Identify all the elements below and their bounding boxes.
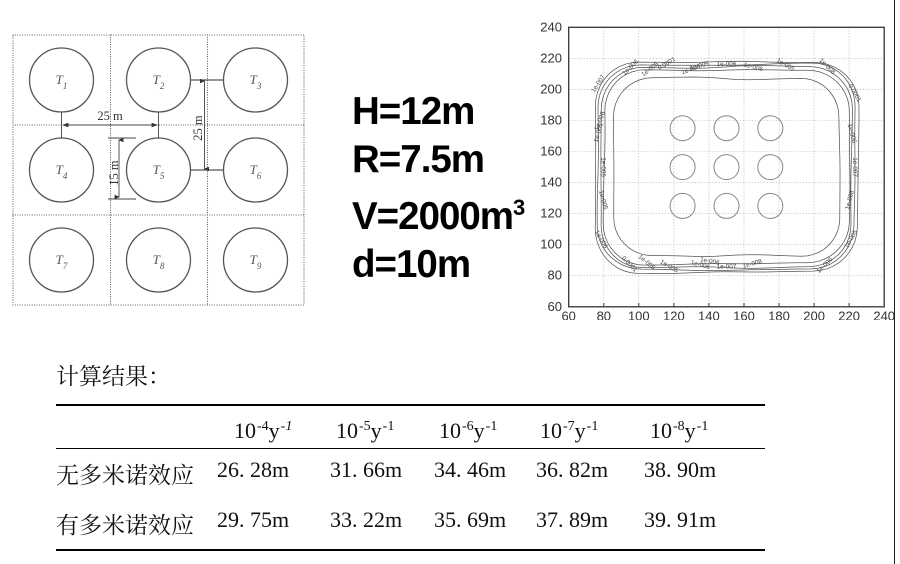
svg-text:1e-006: 1e-006: [743, 61, 764, 73]
svg-text:T4: T4: [56, 162, 68, 181]
svg-text:T2: T2: [153, 72, 165, 91]
svg-text:160: 160: [733, 309, 755, 321]
svg-text:240: 240: [873, 309, 895, 321]
svg-text:T5: T5: [153, 162, 165, 181]
svg-text:1e-007: 1e-007: [717, 263, 737, 270]
svg-text:1e-006: 1e-006: [846, 123, 858, 144]
svg-text:120: 120: [540, 206, 562, 221]
svg-text:200: 200: [803, 309, 825, 321]
svg-text:100: 100: [540, 237, 562, 252]
svg-text:1e-005: 1e-005: [597, 190, 609, 211]
svg-text:240: 240: [540, 20, 562, 34]
svg-text:15 m: 15 m: [107, 160, 121, 186]
svg-text:120: 120: [663, 309, 685, 321]
svg-text:160: 160: [540, 144, 562, 159]
svg-text:25 m: 25 m: [191, 115, 205, 141]
svg-text:1e-005: 1e-005: [659, 259, 680, 275]
svg-text:140: 140: [540, 175, 562, 190]
svg-text:T1: T1: [56, 72, 68, 91]
svg-text:80: 80: [548, 268, 562, 283]
svg-text:T3: T3: [250, 72, 262, 91]
svg-text:180: 180: [768, 309, 790, 321]
svg-text:1e-007: 1e-007: [851, 157, 858, 177]
svg-text:T9: T9: [250, 252, 262, 271]
svg-text:1e-005: 1e-005: [775, 57, 796, 73]
svg-text:T6: T6: [250, 162, 262, 181]
svg-text:1e-005: 1e-005: [843, 228, 859, 249]
svg-text:T7: T7: [56, 252, 68, 271]
svg-text:60: 60: [548, 299, 562, 314]
svg-text:60: 60: [561, 309, 575, 321]
svg-text:25 m: 25 m: [97, 109, 123, 123]
svg-text:1e-005: 1e-005: [640, 60, 660, 78]
svg-text:1e-007: 1e-007: [590, 73, 607, 94]
svg-text:140: 140: [698, 309, 720, 321]
svg-text:220: 220: [838, 309, 860, 321]
svg-text:T8: T8: [153, 252, 165, 271]
svg-text:1e-006: 1e-006: [717, 61, 737, 68]
svg-text:1e-006: 1e-006: [599, 157, 606, 177]
svg-text:80: 80: [597, 309, 611, 321]
svg-text:100: 100: [628, 309, 650, 321]
svg-text:180: 180: [540, 113, 562, 128]
svg-text:200: 200: [540, 81, 562, 96]
svg-text:220: 220: [540, 50, 562, 65]
